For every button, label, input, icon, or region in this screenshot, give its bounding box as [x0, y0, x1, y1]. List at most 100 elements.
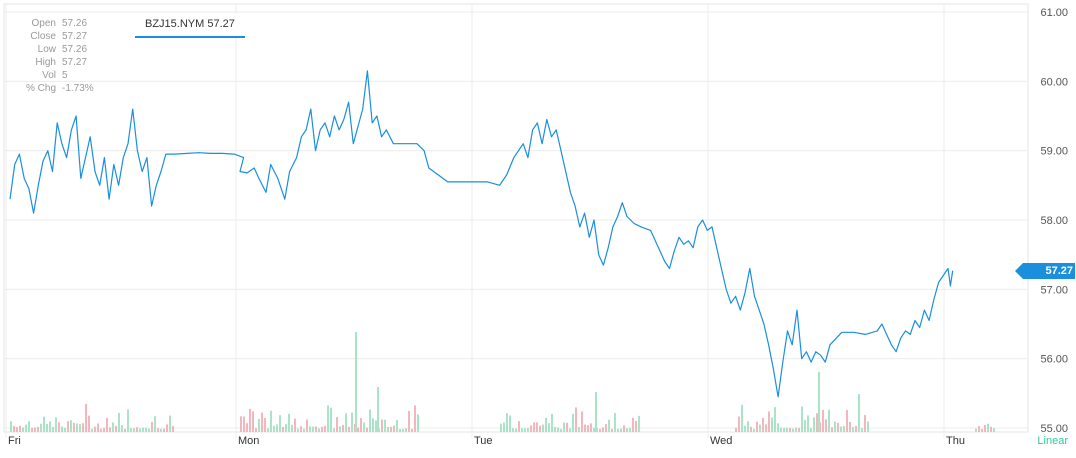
volume-bar [321, 426, 323, 432]
volume-bar [112, 422, 114, 432]
price-series[interactable] [9, 70, 954, 398]
volume-bar [569, 428, 571, 432]
ohlc-row-close: Close 57.27 [6, 30, 94, 43]
volume-bar [632, 417, 634, 432]
volume-bar [798, 427, 800, 432]
volume-bar [584, 424, 586, 432]
volume-bar [759, 424, 761, 432]
volume-bar [762, 417, 764, 432]
volume-bar [506, 413, 508, 432]
ohlc-value: 57.26 [62, 44, 88, 55]
volume-bar [530, 425, 532, 432]
volume-bar [777, 423, 779, 432]
volume-bar [384, 419, 386, 432]
volume-bar [315, 426, 317, 432]
volume-bar [142, 427, 144, 432]
volume-bar [849, 421, 851, 432]
volume-bar [563, 422, 565, 432]
volume-bar [52, 426, 54, 432]
volume-bar [638, 415, 640, 432]
volume-bar [73, 422, 75, 432]
volume-bar [249, 408, 251, 432]
volume-bar [411, 428, 413, 432]
volume-bar [124, 428, 126, 432]
ohlc-row-pct-chg: % Chg -1.73% [6, 82, 94, 95]
volume-bar [837, 422, 839, 432]
volume-bar [118, 412, 120, 432]
volume-bar [300, 426, 302, 432]
volume-bar [387, 426, 389, 432]
volume-bar [417, 414, 419, 432]
volume-bar [629, 427, 631, 432]
volume-bar [858, 394, 860, 432]
volume-bar [741, 404, 743, 432]
volume-bar [327, 405, 329, 432]
scale-toggle[interactable]: Linear [1037, 435, 1068, 447]
volume-bar [136, 427, 138, 432]
volume-bar [825, 419, 827, 432]
volume-bar [330, 407, 332, 432]
volume-bar [10, 421, 12, 432]
volume-bar [381, 419, 383, 432]
volume-bar [312, 426, 314, 432]
volume-bar [372, 418, 374, 432]
volume-bar [801, 406, 803, 432]
y-tick-label: 55.00 [1040, 423, 1068, 435]
volume-bar [620, 428, 622, 432]
volume-bar [139, 428, 141, 432]
volume-bar [34, 427, 36, 432]
volume-bar [22, 427, 24, 432]
volume-bar [735, 427, 737, 432]
volume-bar [581, 411, 583, 432]
volume-bar [64, 427, 66, 432]
volume-bar [399, 428, 401, 432]
volume-bar [590, 423, 592, 432]
volume-bar [774, 407, 776, 432]
volume-bar [515, 428, 517, 432]
volume-bar [807, 415, 809, 432]
volume-bar [166, 424, 168, 432]
volume-bar [981, 428, 983, 432]
volume-bar [79, 424, 81, 432]
volume-bar [795, 427, 797, 432]
volume-bar [163, 428, 165, 432]
volume-bar [846, 409, 848, 432]
volume-bar [834, 421, 836, 432]
volume-bar [831, 427, 833, 432]
volume-bar [294, 418, 296, 432]
volume-bar [595, 392, 597, 432]
ohlc-value: 57.27 [62, 57, 88, 68]
volume-bar [351, 412, 353, 432]
y-tick-label: 61.00 [1040, 7, 1068, 19]
volume-bar [270, 410, 272, 432]
volume-bar [243, 416, 245, 432]
ohlc-row-low: Low 57.26 [6, 43, 94, 56]
volume-bar [405, 428, 407, 432]
last-price-value: 57.27 [1045, 264, 1073, 277]
volume-bar [396, 419, 398, 432]
volume-bar [43, 416, 45, 432]
volume-bar [76, 423, 78, 432]
volume-bar [366, 427, 368, 432]
volume-bar [130, 428, 132, 432]
volume-bar [533, 422, 535, 432]
volume-bar [88, 415, 90, 432]
volume-bar [291, 424, 293, 432]
volume-bar [145, 427, 147, 432]
volume-bar [342, 424, 344, 432]
volume-bar [623, 425, 625, 432]
volume-bar [524, 428, 526, 432]
price-line[interactable] [9, 70, 954, 398]
volume-bar [572, 413, 574, 432]
volume-bar [121, 425, 123, 432]
volume-bar [771, 417, 773, 432]
volume-bar [987, 423, 989, 432]
volume-bar [566, 422, 568, 432]
series-legend[interactable]: BZJ15.NYM 57.27 [135, 14, 245, 38]
volume-bar [744, 425, 746, 432]
volume-bar [780, 427, 782, 432]
volume-bar [28, 421, 30, 432]
volume-bar [804, 420, 806, 432]
